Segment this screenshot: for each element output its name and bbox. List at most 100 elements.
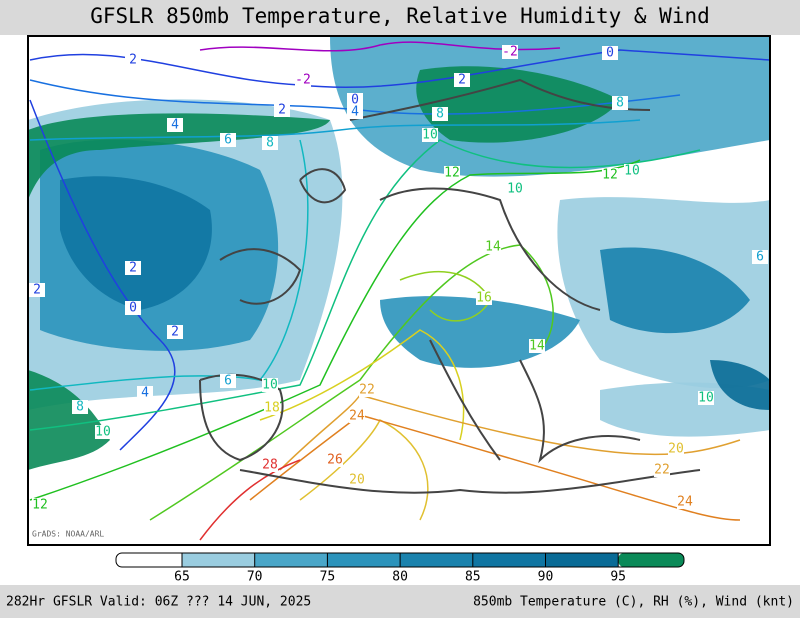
- coastline: [429, 339, 501, 461]
- contour-label: 4: [141, 386, 149, 401]
- contour-label: 8: [76, 400, 84, 415]
- colorbar-segment: [472, 553, 546, 567]
- contour-label: 2: [129, 261, 137, 276]
- contour-label: 24: [349, 409, 365, 424]
- contour-label-bg: [125, 53, 141, 67]
- colorbar-tick-label: 85: [465, 570, 481, 585]
- isotherm: [29, 119, 641, 141]
- contour-label: 18: [264, 401, 280, 416]
- contour-label: 10: [422, 128, 438, 143]
- contour-label-bg: [529, 339, 545, 353]
- contour-label-bg: [444, 166, 460, 180]
- contour-label: 28: [262, 458, 278, 473]
- contour-label-bg: [507, 182, 523, 196]
- colorbar-segment: [618, 553, 684, 567]
- contour-label: 0: [129, 301, 137, 316]
- contour-label: 22: [654, 463, 670, 478]
- contour-label-bg: [295, 73, 311, 87]
- contour-label: 8: [266, 136, 274, 151]
- contour-label: 12: [444, 166, 460, 181]
- contour-label: -2: [295, 73, 311, 88]
- contour-label: 2: [171, 325, 179, 340]
- humidity-area: [600, 247, 750, 334]
- contour-label: 0: [606, 46, 614, 61]
- contour-label-bg: [349, 409, 365, 423]
- contour-label-bg: [125, 261, 141, 275]
- colorbar-tick-label: 75: [320, 570, 336, 585]
- contour-label-bg: [359, 383, 375, 397]
- contour-label: -2: [502, 45, 518, 60]
- contour-label-bg: [698, 391, 714, 405]
- contour-label-bg: [262, 458, 278, 472]
- coastline: [199, 373, 284, 462]
- contour-label: 6: [224, 374, 232, 389]
- footer-right: 850mb Temperature (C), RH (%), Wind (knt…: [473, 595, 794, 610]
- humidity-area: [600, 382, 770, 437]
- contour-label-bg: [347, 105, 363, 119]
- contour-label: 12: [32, 498, 48, 513]
- colorbar-segment: [545, 553, 619, 567]
- contour-label-bg: [220, 133, 236, 147]
- coastline: [219, 248, 302, 305]
- colorbar-tick-label: 80: [392, 570, 408, 585]
- contour-label-bg: [502, 45, 518, 59]
- contour-label: 2: [33, 283, 41, 298]
- contour-label: 2: [129, 53, 137, 68]
- contour-label: 10: [95, 425, 111, 440]
- contour-label-bg: [752, 250, 768, 264]
- coastline: [299, 168, 347, 204]
- contour-label-bg: [167, 118, 183, 132]
- contour-label: 10: [624, 164, 640, 179]
- isotherm: [249, 414, 741, 521]
- contour-label-bg: [422, 128, 438, 142]
- contour-label-bg: [624, 164, 640, 178]
- contour-label-bg: [349, 473, 365, 487]
- contour-label: 14: [485, 240, 501, 255]
- isotherm: [199, 459, 301, 541]
- coastline: [519, 359, 641, 464]
- title: GFSLR 850mb Temperature, Relative Humidi…: [90, 4, 710, 28]
- isotherm: [29, 139, 701, 431]
- contour-label: 6: [224, 133, 232, 148]
- contour-label-bg: [125, 301, 141, 315]
- title-bar: [0, 0, 800, 35]
- contour-label-bg: [137, 386, 153, 400]
- isotherm: [279, 394, 741, 471]
- contour-label-bg: [476, 291, 492, 305]
- humidity-area: [60, 176, 212, 310]
- contour-label: 12: [602, 168, 618, 183]
- colorbar-segment: [182, 553, 255, 567]
- contour-label-bg: [262, 378, 278, 392]
- contour-label-bg: [32, 498, 48, 512]
- colorbar-segment: [400, 553, 473, 567]
- contour-label: 16: [476, 291, 492, 306]
- contour-label: 4: [351, 105, 359, 120]
- credit: GrADS: NOAA/ARL: [32, 530, 104, 539]
- map-frame: [27, 35, 771, 546]
- contour-label-bg: [668, 442, 684, 456]
- contour-label: 6: [756, 250, 764, 265]
- coastline: [239, 469, 701, 494]
- contour-label: 2: [458, 73, 466, 88]
- colorbar-segment: [116, 553, 182, 567]
- contour-label-bg: [432, 107, 448, 121]
- contour-label-bg: [220, 374, 236, 388]
- colorbar-tick-label: 90: [538, 570, 554, 585]
- contour-label-bg: [274, 103, 290, 117]
- contour-label-bg: [454, 73, 470, 87]
- isotherm: [149, 244, 554, 521]
- contour-label: 10: [698, 391, 714, 406]
- contour-label: 10: [262, 378, 278, 393]
- contour-label-bg: [602, 168, 618, 182]
- contour-label: 4: [171, 118, 179, 133]
- contour-label: 0: [351, 93, 359, 108]
- contour-label: 24: [677, 495, 693, 510]
- footer-left: 282Hr GFSLR Valid: 06Z ??? 14 JUN, 2025: [6, 595, 311, 610]
- contour-label: 26: [327, 453, 343, 468]
- colorbar-tick-label: 95: [610, 570, 626, 585]
- contour-label: 8: [616, 96, 624, 111]
- isotherm: [199, 41, 561, 52]
